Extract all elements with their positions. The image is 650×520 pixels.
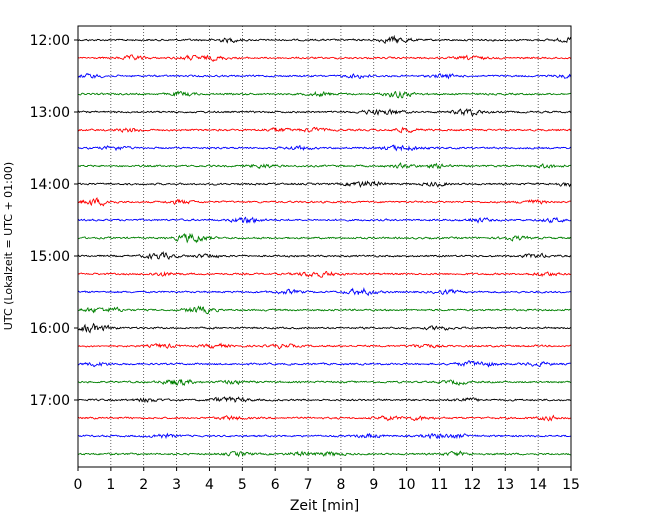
plot-frame [77, 25, 572, 468]
x-tick-label: 14 [529, 477, 547, 493]
x-tick-label: 11 [431, 477, 449, 493]
y-tick-label: 14:00 [30, 177, 70, 193]
seismic-trace [77, 34, 572, 44]
seismic-trace [77, 360, 572, 368]
x-tick-label: 13 [496, 477, 514, 493]
y-axis-ticks: 12:00 13:00 14:00 15:00 16:00 17:00 [30, 33, 78, 409]
seismic-trace [77, 432, 572, 440]
x-tick-label: 1 [106, 477, 115, 493]
x-axis-label: Zeit [min] [290, 498, 359, 514]
seismic-trace [77, 342, 571, 350]
seismic-trace [77, 305, 572, 315]
x-tick-label: 4 [205, 477, 214, 493]
seismic-trace [77, 396, 572, 404]
x-tick-label: 0 [74, 477, 83, 493]
x-tick-label: 6 [271, 477, 280, 493]
y-tick-label: 12:00 [30, 33, 70, 49]
seismic-trace [77, 232, 572, 244]
y-axis-label: UTC (Lokalzeit = UTC + 01:00) [2, 162, 15, 330]
seismic-trace [77, 250, 572, 261]
seismic-trace [77, 126, 572, 134]
seismic-trace [78, 90, 572, 99]
seismic-trace [77, 216, 572, 224]
seismic-trace [77, 144, 572, 152]
seismic-trace [77, 450, 572, 458]
x-tick-label: 2 [139, 477, 148, 493]
x-tick-label: 5 [238, 477, 247, 493]
y-tick-label: 17:00 [30, 393, 70, 409]
x-tick-label: 8 [336, 477, 345, 493]
seismic-trace [77, 108, 572, 117]
x-tick-label: 15 [562, 477, 580, 493]
x-tick-label: 3 [172, 477, 181, 493]
trace-group [77, 34, 572, 458]
x-tick-label: 12 [463, 477, 481, 493]
seismic-trace [77, 270, 572, 278]
seismic-trace [77, 378, 572, 387]
seismic-trace [77, 287, 572, 297]
y-tick-label: 13:00 [30, 105, 70, 121]
y-tick-label: 16:00 [30, 321, 70, 337]
seismic-trace [77, 72, 572, 80]
x-tick-label: 7 [304, 477, 313, 493]
plot-background [78, 26, 571, 467]
seismic-trace [77, 162, 572, 170]
seismic-trace [77, 180, 572, 188]
seismic-trace [77, 197, 572, 207]
seismic-trace [77, 54, 572, 62]
seismic-trace [77, 322, 572, 334]
x-axis-ticks: 0 1 2 3 4 5 6 7 8 9 10 11 12 13 14 15 [74, 467, 580, 493]
y-tick-label: 15:00 [30, 249, 70, 265]
x-tick-label: 9 [369, 477, 378, 493]
seismic-trace [77, 414, 572, 422]
x-tick-label: 10 [398, 477, 416, 493]
